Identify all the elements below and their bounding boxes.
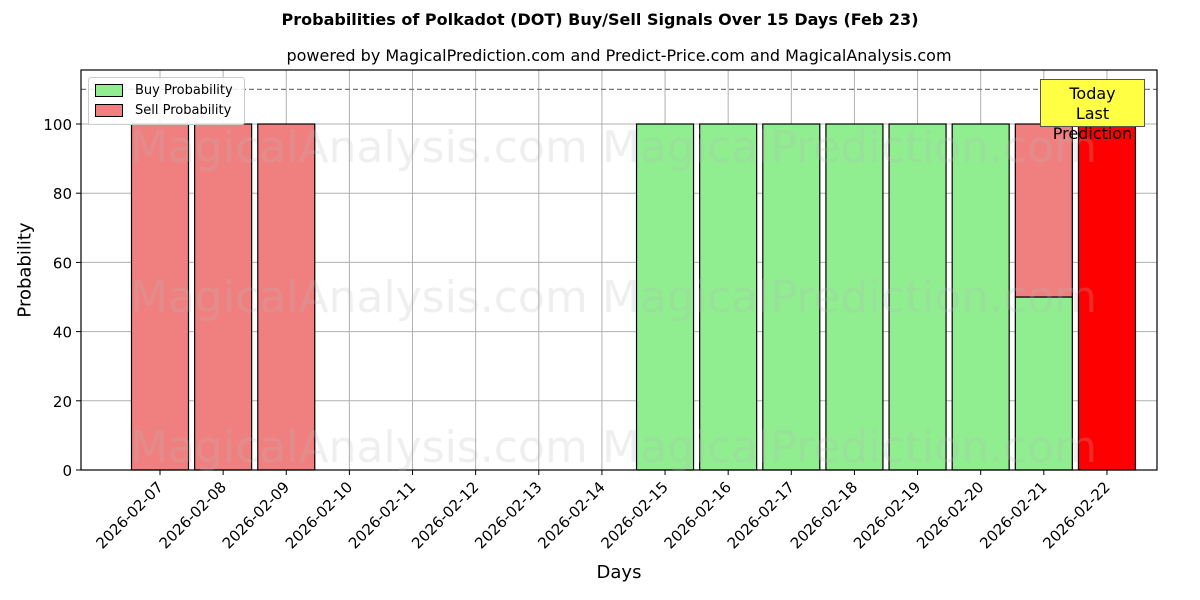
x-tick-label: 2026-02-22 (1039, 478, 1113, 552)
x-tick-label: 2026-02-21 (976, 478, 1050, 552)
x-axis-label: Days (596, 562, 642, 583)
legend-buy-label: Buy Probability (135, 83, 233, 98)
x-tick-label: 2026-02-14 (534, 478, 608, 552)
sell-bar (130, 123, 190, 471)
x-tick-label: 2026-02-12 (408, 478, 482, 552)
x-tick-label: 2026-02-13 (471, 478, 545, 552)
legend: Buy Probability Sell Probability (88, 77, 245, 125)
today-annotation: Today Last Prediction (1040, 79, 1145, 143)
watermark: MagicalPrediction.com (602, 122, 1097, 173)
x-tick-label: 2026-02-11 (345, 478, 419, 552)
buy-bar (699, 123, 758, 471)
x-tick-label: 2026-02-18 (787, 478, 861, 552)
buy-bar (635, 123, 695, 471)
x-tick-label: 2026-02-17 (724, 478, 798, 552)
chart-title: Probabilities of Polkadot (DOT) Buy/Sell… (281, 10, 919, 29)
y-tick-label: 100 (43, 116, 72, 134)
x-tick-label: 2026-02-16 (661, 478, 735, 552)
sell-bar (194, 123, 253, 471)
buy-bar (762, 123, 821, 471)
legend-item-sell: Sell Probability (95, 103, 231, 118)
y-tick-label: 40 (53, 324, 72, 342)
chart-subtitle: powered by MagicalPrediction.com and Pre… (286, 46, 952, 65)
buy-bar (1014, 296, 1073, 471)
watermark: MagicalPrediction.com (602, 272, 1097, 323)
y-axis-label: Probability (14, 222, 36, 318)
legend-sell-label: Sell Probability (135, 103, 232, 118)
annotation-line1: Today (1069, 84, 1116, 103)
annotation-line2: Last Prediction (1052, 104, 1133, 143)
x-tick-label: 2026-02-20 (913, 478, 987, 552)
buy-swatch-icon (95, 84, 123, 97)
x-tick-label: 2026-02-15 (597, 478, 671, 552)
x-tick-label: 2026-02-10 (282, 478, 356, 552)
sell-bar (257, 123, 316, 471)
buy-bar (951, 123, 1010, 471)
watermark: MagicalPrediction.com (602, 422, 1097, 473)
y-tick-label: 20 (53, 393, 72, 411)
legend-item-buy: Buy Probability (95, 83, 233, 98)
y-tick-label: 0 (62, 462, 72, 480)
x-tick-label: 2026-02-19 (850, 478, 924, 552)
watermark: MagicalAnalysis.com (130, 122, 588, 173)
sell-swatch-icon (95, 104, 123, 117)
x-tick-label: 2026-02-08 (156, 478, 230, 552)
x-tick-label: 2026-02-09 (219, 478, 293, 552)
x-tick-label: 2026-02-07 (92, 478, 166, 552)
watermark: MagicalAnalysis.com (130, 272, 588, 323)
sell-bar (1014, 123, 1073, 298)
watermark: MagicalAnalysis.com (130, 422, 588, 473)
y-tick-label: 60 (53, 254, 72, 272)
y-tick-label: 80 (53, 185, 72, 203)
